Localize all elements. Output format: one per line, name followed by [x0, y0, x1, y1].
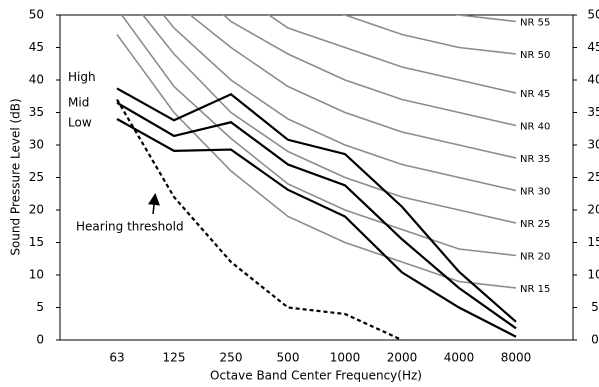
series-label: NR 50 — [520, 50, 550, 61]
y-tick-label: 25 — [29, 170, 44, 184]
series-label: NR 55 — [520, 18, 550, 29]
y-tick-label: 0 — [36, 333, 44, 347]
series-label: NR 30 — [520, 187, 550, 198]
x-tick-label: 1000 — [330, 351, 361, 365]
x-tick-label: 4000 — [444, 351, 475, 365]
annotation-arrow — [148, 193, 160, 215]
series-line — [222, 15, 517, 127]
y2-tick-label: 35 — [587, 105, 599, 119]
y2-tick-label: 10 — [587, 268, 599, 282]
x-axis-title: Octave Band Center Frequency(Hz) — [210, 369, 422, 383]
series-line — [116, 87, 517, 323]
y-tick-label: 50 — [29, 8, 44, 22]
series-line — [162, 15, 517, 192]
series-label: NR 40 — [520, 122, 550, 133]
y-tick-label: 30 — [29, 138, 44, 152]
y2-tick-label: 25 — [587, 170, 599, 184]
y-tick-label: 45 — [29, 40, 44, 54]
x-tick-label: 500 — [277, 351, 300, 365]
x-tick-label: 250 — [220, 351, 243, 365]
annotation: Hearing threshold — [76, 220, 184, 234]
y-axis-title: Sound Pressure Level (dB) — [9, 98, 23, 255]
x-tick-label: 8000 — [501, 351, 532, 365]
series-label: NR 15 — [520, 284, 550, 295]
series-line — [116, 118, 517, 338]
series-label: NR 45 — [520, 89, 550, 100]
series-label: Mid — [68, 95, 89, 109]
y2-tick-label: 15 — [587, 235, 599, 249]
y-tick-label: 35 — [29, 105, 44, 119]
y2-tick-label: 45 — [587, 40, 599, 54]
y-tick-label: 5 — [36, 300, 44, 314]
series-line — [120, 15, 517, 257]
y2-tick-label: 40 — [587, 73, 599, 87]
x-tick-label: 125 — [163, 351, 186, 365]
plot-frame — [59, 14, 574, 341]
series-label: Low — [68, 116, 92, 130]
y2-tick-label: 50 — [587, 8, 599, 22]
y2-tick-label: 5 — [591, 300, 599, 314]
y-tick-label: 15 — [29, 235, 44, 249]
series-line — [116, 101, 517, 330]
series-line — [267, 15, 517, 94]
series-line — [342, 15, 517, 55]
x-tick-label: 2000 — [387, 351, 418, 365]
y-tick-label: 40 — [29, 73, 44, 87]
series-line — [116, 34, 517, 289]
threshold-line — [116, 98, 403, 340]
y-tick-label: 20 — [29, 203, 44, 217]
y2-tick-label: 20 — [587, 203, 599, 217]
series-line — [189, 15, 517, 159]
y2-tick-label: 30 — [587, 138, 599, 152]
series-line — [455, 15, 517, 23]
y2-tick-label: 0 — [591, 333, 599, 347]
series-label: NR 25 — [520, 219, 550, 230]
series-label: NR 20 — [520, 252, 550, 263]
series-label: High — [68, 70, 96, 84]
series-line — [141, 15, 517, 224]
x-tick-label: 63 — [109, 351, 124, 365]
y-tick-label: 10 — [29, 268, 44, 282]
series-label: NR 35 — [520, 154, 550, 165]
